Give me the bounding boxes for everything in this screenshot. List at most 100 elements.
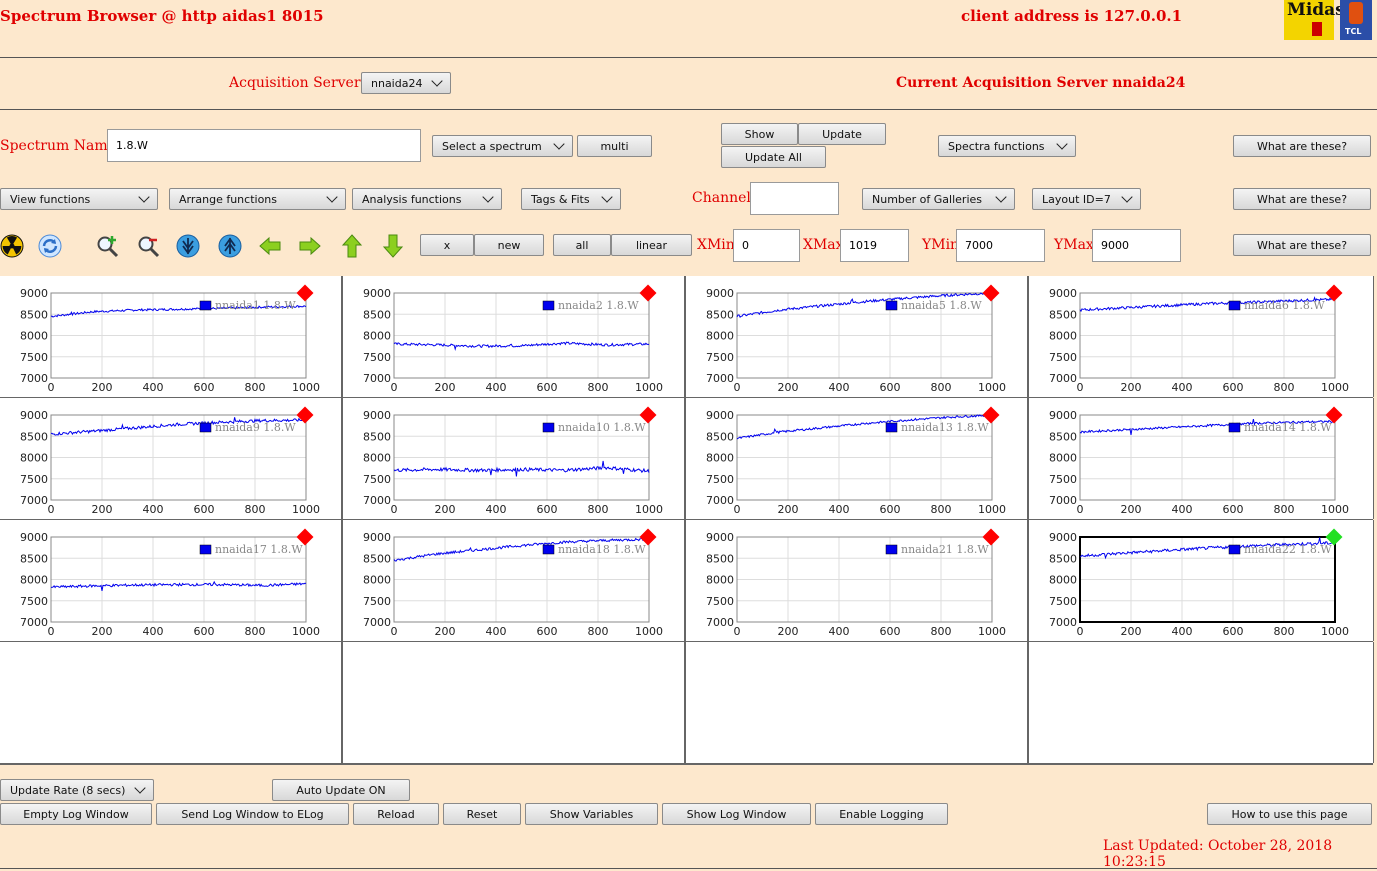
x-tick-label: 400 (829, 381, 850, 394)
y-tick-label: 7000 (20, 616, 48, 629)
y-tick-label: 7000 (1049, 372, 1077, 385)
spectrum-line (393, 460, 650, 477)
gallery-cell[interactable]: 0 200 400 600 800 1000 9000 8500 8000 7500 7000 nna… (343, 520, 685, 641)
all-button[interactable]: all (553, 234, 611, 256)
spectrum-chart: 0 200 400 600 800 1000 9000 8500 8000 7500 7000 nna… (363, 528, 663, 638)
analysis-functions-label: Analysis functions (362, 192, 462, 206)
number-of-galleries-dropdown[interactable]: Number of Galleries (862, 188, 1015, 210)
update-all-button[interactable]: Update All (721, 146, 826, 168)
legend-label: nnaida13 1.8.W (901, 421, 989, 434)
gallery-cell[interactable] (343, 642, 685, 763)
chevron-down-icon (326, 191, 338, 203)
update-button[interactable]: Update (798, 123, 886, 145)
ymax-label: YMax (1054, 237, 1094, 253)
spectra-functions-dropdown[interactable]: Spectra functions (938, 135, 1076, 157)
xmin-input[interactable]: 0 (733, 229, 800, 262)
arrow-up-icon[interactable] (340, 234, 364, 258)
ymax-input[interactable]: 9000 (1092, 229, 1181, 262)
x-tick-label: 200 (778, 381, 799, 394)
chevron-down-icon (1121, 191, 1133, 203)
acq-server-select[interactable]: nnaida24 (361, 72, 451, 94)
gallery-cell[interactable]: 0 200 400 600 800 1000 9000 8500 8000 7500 7000 nna… (0, 520, 342, 641)
channel-input[interactable] (750, 182, 839, 215)
show-button[interactable]: Show (721, 123, 798, 145)
gallery-cell[interactable]: 0 200 400 600 800 1000 9000 8500 8000 7500 7000 nna… (686, 398, 1028, 519)
reload-button[interactable]: Reload (353, 803, 439, 825)
gallery-cell[interactable] (686, 642, 1028, 763)
zoom-in-icon[interactable] (95, 234, 119, 258)
gallery-cell[interactable]: 0 200 400 600 800 1000 9000 8500 8000 7500 7000 nna… (1029, 276, 1374, 397)
xmin-label: XMin (697, 237, 735, 253)
expand-down-icon[interactable] (176, 234, 200, 258)
arrow-right-icon[interactable] (298, 234, 322, 258)
arrow-left-icon[interactable] (258, 234, 282, 258)
view-functions-dropdown[interactable]: View functions (0, 188, 158, 210)
ymin-input[interactable]: 7000 (956, 229, 1045, 262)
show-variables-button[interactable]: Show Variables (525, 803, 658, 825)
what-are-these-button[interactable]: What are these? (1233, 234, 1371, 256)
y-tick-label: 7000 (1049, 616, 1077, 629)
spectrum-line (736, 414, 993, 440)
how-to-use-button[interactable]: How to use this page (1207, 803, 1372, 825)
y-tick-label: 8500 (1049, 430, 1077, 443)
gallery-cell[interactable]: 0 200 400 600 800 1000 9000 8500 8000 7500 7000 nna… (0, 276, 342, 397)
select-spectrum-dropdown[interactable]: Select a spectrum (432, 135, 573, 157)
what-are-these-button[interactable]: What are these? (1233, 135, 1371, 157)
gallery-cell[interactable] (1029, 642, 1374, 763)
gallery-cell[interactable]: 0 200 400 600 800 1000 9000 8500 8000 7500 7000 nna… (1029, 520, 1374, 641)
y-tick-label: 8000 (706, 574, 734, 587)
radiation-icon[interactable] (0, 234, 24, 258)
spectrum-chart: 0 200 400 600 800 1000 9000 8500 8000 7500 7000 nna… (1049, 406, 1349, 516)
legend-swatch (1228, 422, 1241, 433)
plot-frame (393, 536, 650, 623)
x-button[interactable]: x (420, 234, 474, 256)
gallery-cell[interactable]: 0 200 400 600 800 1000 9000 8500 8000 7500 7000 nna… (343, 276, 685, 397)
tags-fits-dropdown[interactable]: Tags & Fits (521, 188, 621, 210)
enable-logging-button[interactable]: Enable Logging (815, 803, 948, 825)
x-tick-label: 200 (1121, 381, 1142, 394)
send-log-elog-button[interactable]: Send Log Window to ELog (156, 803, 349, 825)
y-tick-label: 8000 (363, 330, 391, 343)
expand-up-icon[interactable] (218, 234, 242, 258)
layout-id-dropdown[interactable]: Layout ID=7 (1032, 188, 1141, 210)
gallery-cell[interactable] (0, 642, 342, 763)
gallery-cell[interactable]: 0 200 400 600 800 1000 9000 8500 8000 7500 7000 nna… (686, 276, 1028, 397)
spectrum-chart: 0 200 400 600 800 1000 9000 8500 8000 7500 7000 nna… (1049, 284, 1349, 394)
arrange-functions-dropdown[interactable]: Arrange functions (169, 188, 346, 210)
refresh-icon[interactable] (38, 234, 62, 258)
gallery-cell[interactable]: 0 200 400 600 800 1000 9000 8500 8000 7500 7000 nna… (0, 398, 342, 519)
x-tick-label: 400 (1172, 625, 1193, 638)
x-tick-label: 1000 (292, 503, 320, 516)
gallery-cell[interactable]: 0 200 400 600 800 1000 9000 8500 8000 7500 7000 nna… (343, 398, 685, 519)
arrange-functions-label: Arrange functions (179, 192, 278, 206)
analysis-functions-dropdown[interactable]: Analysis functions (352, 188, 502, 210)
spectrum-chart: 0 200 400 600 800 1000 9000 8500 8000 7500 7000 nna… (20, 284, 320, 394)
xmax-input[interactable]: 1019 (840, 229, 909, 262)
y-tick-label: 9000 (706, 409, 734, 422)
client-address: client address is 127.0.0.1 (961, 7, 1183, 25)
y-tick-label: 8500 (1049, 308, 1077, 321)
new-button[interactable]: new (474, 234, 544, 256)
y-tick-label: 8500 (706, 430, 734, 443)
x-tick-label: 600 (194, 625, 215, 638)
chevron-down-icon (134, 782, 146, 794)
legend-swatch (1228, 544, 1241, 555)
arrow-down-icon[interactable] (381, 234, 405, 258)
reset-button[interactable]: Reset (443, 803, 521, 825)
auto-update-button[interactable]: Auto Update ON (272, 779, 410, 801)
x-tick-label: 0 (391, 625, 398, 638)
linear-button[interactable]: linear (611, 234, 692, 256)
empty-log-button[interactable]: Empty Log Window (0, 803, 152, 825)
gallery-cell[interactable]: 0 200 400 600 800 1000 9000 8500 8000 7500 7000 nna… (686, 520, 1028, 641)
what-are-these-button[interactable]: What are these? (1233, 188, 1371, 210)
legend-label: nnaida14 1.8.W (1244, 421, 1332, 434)
multi-button[interactable]: multi (577, 135, 652, 157)
update-rate-dropdown[interactable]: Update Rate (8 secs) (0, 779, 154, 801)
zoom-out-icon[interactable] (136, 234, 160, 258)
spectrum-name-input[interactable]: 1.8.W (107, 129, 421, 162)
gallery-cell[interactable]: 0 200 400 600 800 1000 9000 8500 8000 7500 7000 nna… (1029, 398, 1374, 519)
show-log-window-button[interactable]: Show Log Window (662, 803, 811, 825)
midas-logo-mark (1312, 22, 1322, 36)
x-tick-label: 1000 (635, 503, 663, 516)
x-tick-label: 200 (778, 625, 799, 638)
